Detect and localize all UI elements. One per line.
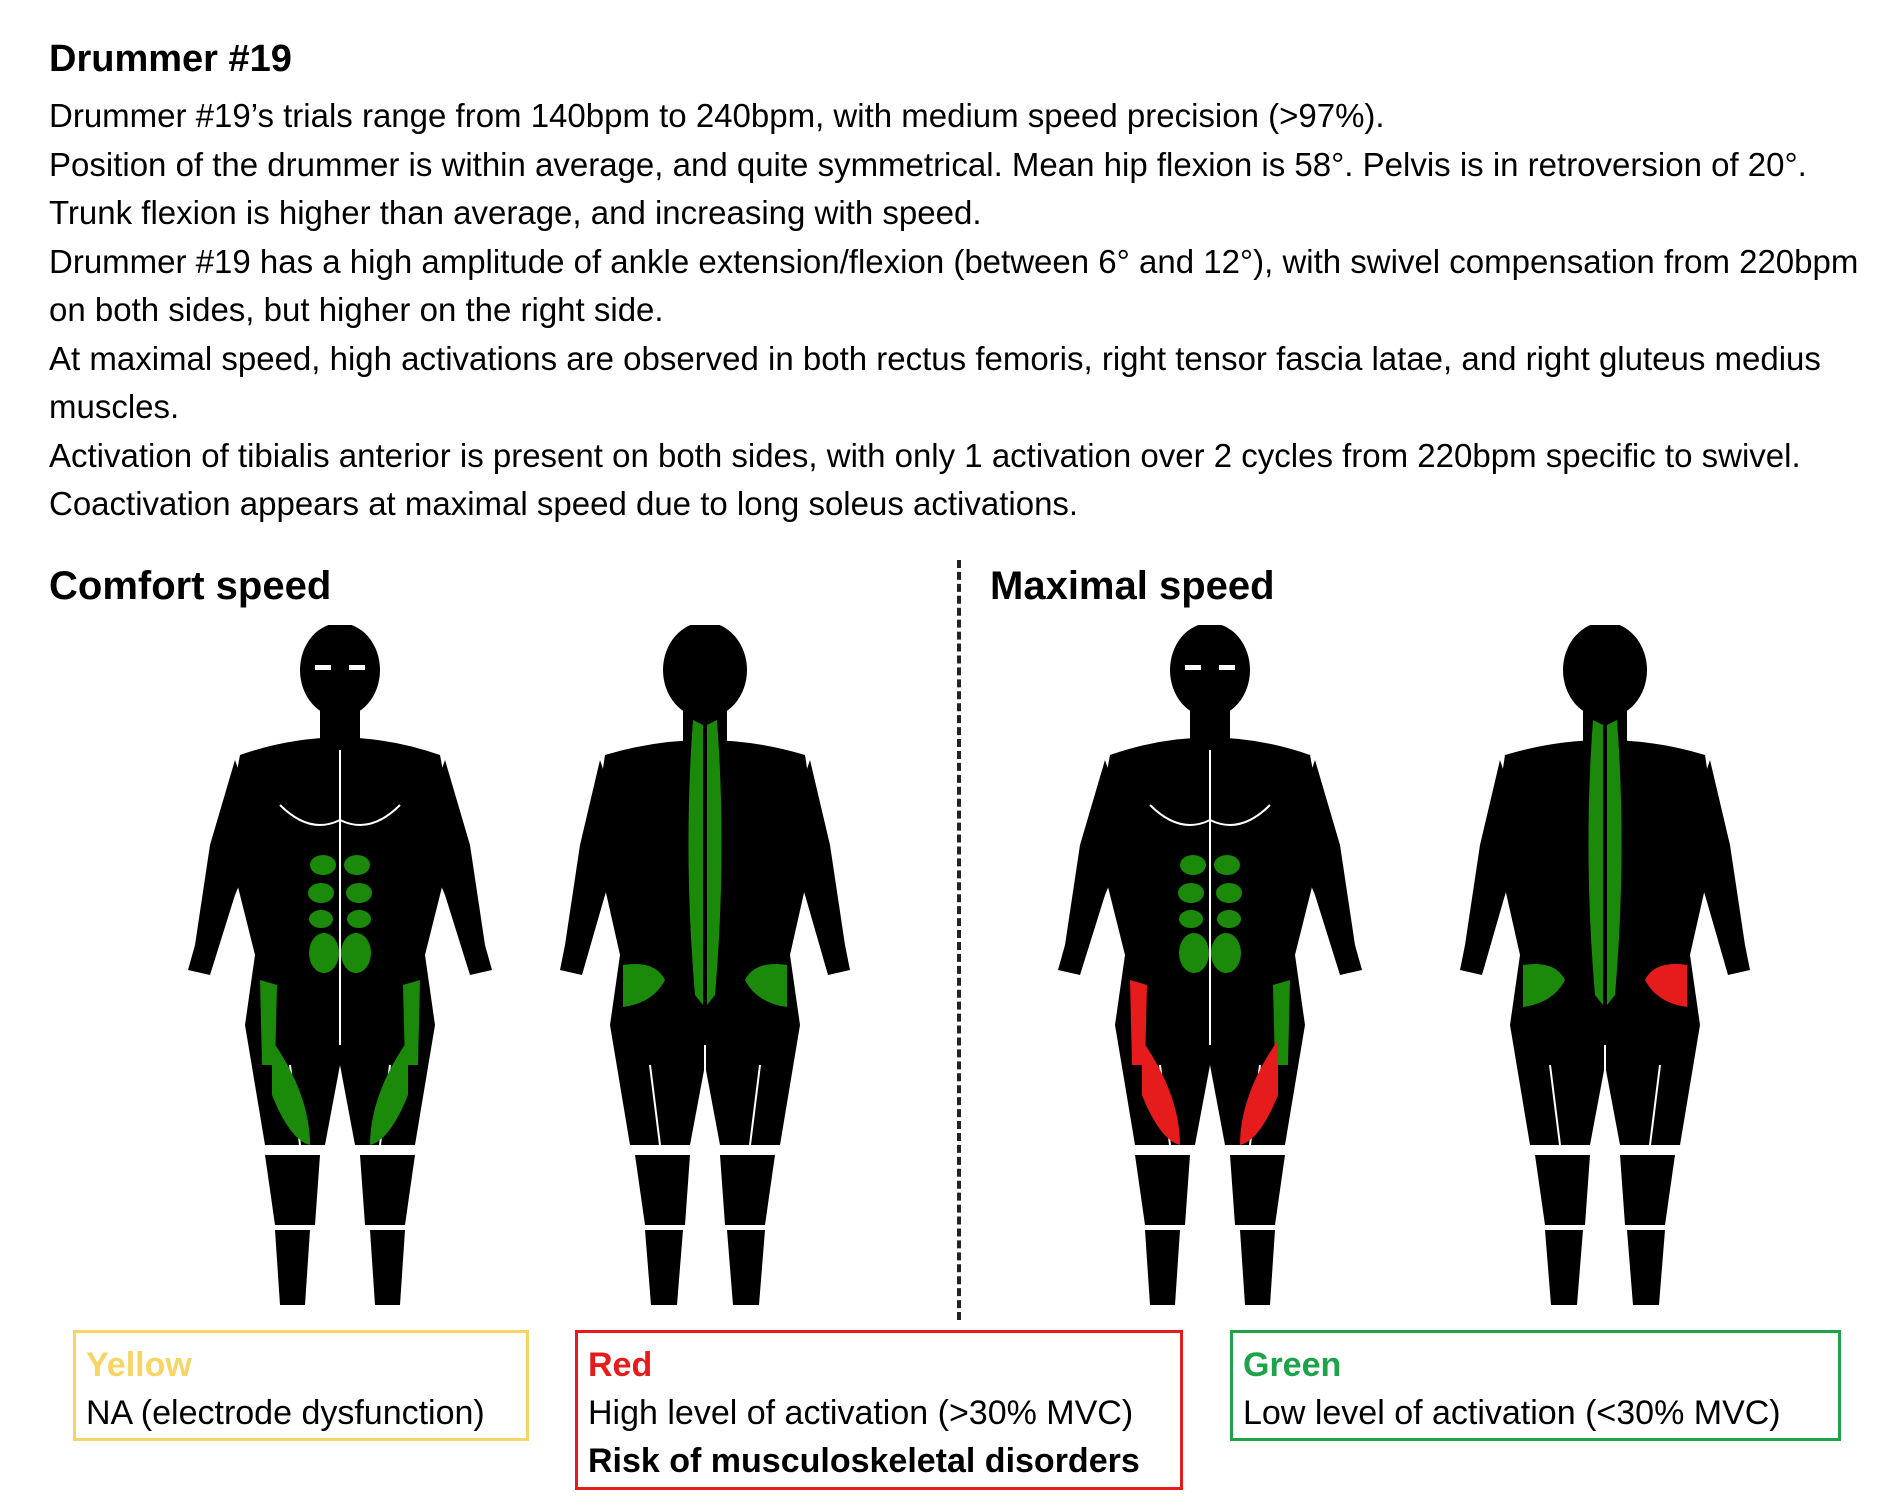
- maximal-front-body-diagram: [1058, 625, 1362, 1305]
- legend-red-label: Red: [588, 1346, 653, 1384]
- face-detail: [1185, 665, 1235, 670]
- right-gluteus-medius-muscle: [745, 964, 787, 1007]
- legend-green-label: Green: [1243, 1346, 1342, 1384]
- right-gluteus-medius-muscle: [1645, 964, 1687, 1007]
- maximal-back-body-diagram: [1460, 625, 1750, 1305]
- legend-yellow-label: Yellow: [86, 1346, 192, 1384]
- body-silhouette: [1058, 625, 1362, 1305]
- legend-red: Red High level of activation (>30% MVC) …: [575, 1330, 1183, 1490]
- comfort-speed-title: Comfort speed: [49, 564, 332, 608]
- left-erector-spinae-muscle: [1588, 720, 1603, 1005]
- page-title: Drummer #19: [49, 38, 292, 80]
- legend-green: Green Low level of activation (<30% MVC): [1230, 1330, 1841, 1441]
- description-line: Activation of tibialis anterior is prese…: [49, 436, 1801, 523]
- body-silhouette: [1460, 625, 1750, 1305]
- muscle-lines: [1549, 1045, 1661, 1146]
- description: Drummer #19’s trials range from 140bpm t…: [49, 92, 1859, 529]
- description-line: At maximal speed, high activations are o…: [49, 339, 1821, 426]
- right-erector-spinae-muscle: [707, 720, 722, 1005]
- left-erector-spinae-muscle: [688, 720, 703, 1005]
- section-divider: [957, 560, 961, 1320]
- comfort-front-body-diagram: [188, 625, 492, 1305]
- legend-yellow: Yellow NA (electrode dysfunction): [73, 1330, 529, 1441]
- maximal-speed-title: Maximal speed: [990, 564, 1275, 608]
- left-rectus-femoris-muscle: [1142, 1040, 1180, 1145]
- legend-green-text: Low level of activation (<30% MVC): [1243, 1394, 1781, 1432]
- abdominals-muscle: [308, 855, 372, 973]
- abdominals-muscle: [1178, 855, 1242, 973]
- legend-red-text: High level of activation (>30% MVC): [588, 1394, 1134, 1432]
- description-line: Drummer #19 has a high amplitude of ankl…: [49, 242, 1859, 329]
- comfort-back-body-diagram: [560, 625, 850, 1305]
- description-line: Position of the drummer is within averag…: [49, 145, 1807, 232]
- right-rectus-femoris-muscle: [1240, 1040, 1278, 1145]
- face-detail: [315, 665, 365, 670]
- right-rectus-femoris-muscle: [370, 1040, 408, 1145]
- body-silhouette: [560, 625, 850, 1305]
- legend-yellow-text: NA (electrode dysfunction): [86, 1394, 485, 1432]
- muscle-lines: [649, 1045, 761, 1146]
- left-rectus-femoris-muscle: [272, 1040, 310, 1145]
- right-erector-spinae-muscle: [1607, 720, 1622, 1005]
- description-line: Drummer #19’s trials range from 140bpm t…: [49, 97, 1385, 134]
- left-gluteus-medius-muscle: [623, 964, 665, 1007]
- left-gluteus-medius-muscle: [1523, 964, 1565, 1007]
- legend-red-risk: Risk of musculoskeletal disorders: [588, 1442, 1140, 1480]
